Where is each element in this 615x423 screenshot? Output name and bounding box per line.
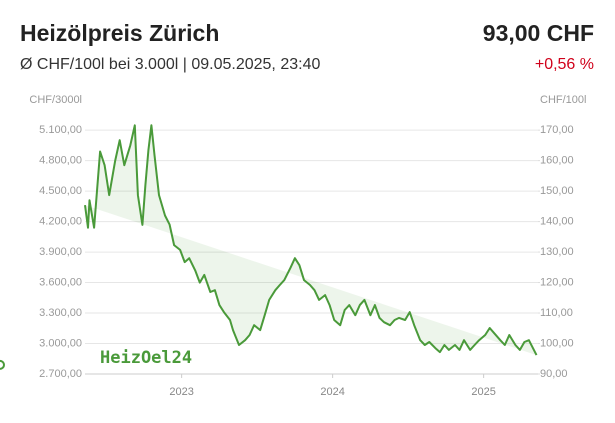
area bbox=[85, 125, 537, 356]
y2-tick-label: 90,00 bbox=[540, 368, 568, 380]
x-tick-label: 2025 bbox=[471, 386, 495, 398]
end-marker bbox=[0, 359, 5, 370]
y2-tick-label: 120,00 bbox=[540, 276, 574, 288]
y-tick-label: 3.300,00 bbox=[39, 307, 82, 319]
y-axis-title: CHF/3000l bbox=[29, 94, 82, 106]
y-tick-label: 2.700,00 bbox=[39, 368, 82, 380]
price: 93,00 CHF bbox=[483, 20, 594, 46]
y-tick-label: 4.500,00 bbox=[39, 185, 82, 197]
y-tick-label: 3.600,00 bbox=[39, 276, 82, 288]
y2-tick-label: 160,00 bbox=[540, 155, 574, 167]
y-tick-label: 5.100,00 bbox=[39, 124, 82, 136]
y2-tick-label: 100,00 bbox=[540, 337, 574, 349]
y-tick-label: 4.200,00 bbox=[39, 215, 82, 227]
y2-tick-label: 130,00 bbox=[540, 246, 574, 258]
change: +0,56 % bbox=[535, 56, 594, 73]
y-tick-label: 4.800,00 bbox=[39, 155, 82, 167]
watermark: HeizOel24 bbox=[100, 348, 192, 368]
y2-axis-title: CHF/100l bbox=[540, 94, 586, 106]
subtitle: Ø CHF/100l bei 3.000l | 09.05.2025, 23:4… bbox=[20, 56, 320, 73]
line bbox=[84, 124, 538, 356]
x-tick-label: 2023 bbox=[169, 386, 193, 398]
y-tick-label: 3.000,00 bbox=[39, 337, 82, 349]
chart-title: Heizölpreis Zürich bbox=[20, 20, 219, 46]
y2-tick-label: 170,00 bbox=[540, 124, 574, 136]
y2-tick-label: 140,00 bbox=[540, 215, 574, 227]
y2-tick-label: 110,00 bbox=[540, 307, 573, 319]
y-tick-label: 3.900,00 bbox=[39, 246, 82, 258]
y2-tick-label: 150,00 bbox=[540, 185, 574, 197]
x-tick-label: 2024 bbox=[320, 386, 344, 398]
